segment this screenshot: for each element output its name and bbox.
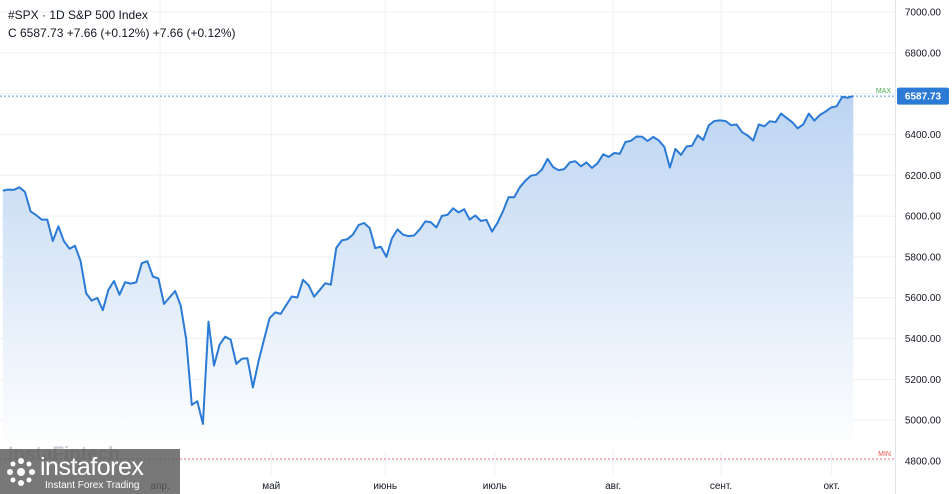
x-tick-label: май bbox=[262, 481, 280, 492]
x-tick-label: июль bbox=[483, 481, 507, 492]
y-tick-label: 7000.00 bbox=[905, 8, 942, 19]
y-tick-label: 5000.00 bbox=[905, 416, 942, 427]
last-price-tag-text: 6587.73 bbox=[905, 92, 942, 103]
min-label: MIN bbox=[878, 451, 891, 458]
last-price-tag: 6587.73 bbox=[897, 87, 949, 105]
price-line bbox=[2, 95, 854, 425]
ohlc-readout: C 6587.73 +7.66 (+0.12%) +7.66 (+0.12%) bbox=[8, 26, 236, 40]
instaforex-tagline: Instant Forex Trading bbox=[45, 480, 140, 491]
y-tick-label: 4800.00 bbox=[905, 457, 942, 468]
instaforex-watermark: instaforex Instant Forex Trading bbox=[0, 449, 180, 494]
instaforex-brand: instaforex bbox=[40, 453, 144, 481]
x-tick-label: сент. bbox=[710, 481, 732, 492]
y-tick-label: 6000.00 bbox=[905, 212, 942, 223]
x-tick-label: июнь bbox=[373, 481, 397, 492]
x-tick-label: авг. bbox=[605, 481, 621, 492]
y-tick-label: 6200.00 bbox=[905, 171, 942, 182]
price-area bbox=[2, 96, 854, 451]
max-label: MAX bbox=[876, 88, 892, 95]
x-tick-label: окт. bbox=[823, 481, 839, 492]
y-tick-label: 5400.00 bbox=[905, 334, 942, 345]
chart-legend: #SPX · 1D S&P 500 Index C 6587.73 +7.66 … bbox=[8, 6, 236, 42]
y-tick-label: 5800.00 bbox=[905, 252, 942, 263]
price-axis[interactable]: 4800.00 5000.00 5200.00 5400.00 5600.00 5800.… bbox=[905, 8, 942, 468]
symbol-title[interactable]: #SPX · 1D S&P 500 Index bbox=[8, 8, 148, 22]
y-tick-label: 5200.00 bbox=[905, 375, 942, 386]
y-tick-label: 6800.00 bbox=[905, 48, 942, 59]
y-tick-label: 5600.00 bbox=[905, 293, 942, 304]
instaforex-logo-icon bbox=[7, 458, 35, 486]
last-price-tag-bg bbox=[897, 87, 949, 105]
y-tick-label: 6400.00 bbox=[905, 130, 942, 141]
